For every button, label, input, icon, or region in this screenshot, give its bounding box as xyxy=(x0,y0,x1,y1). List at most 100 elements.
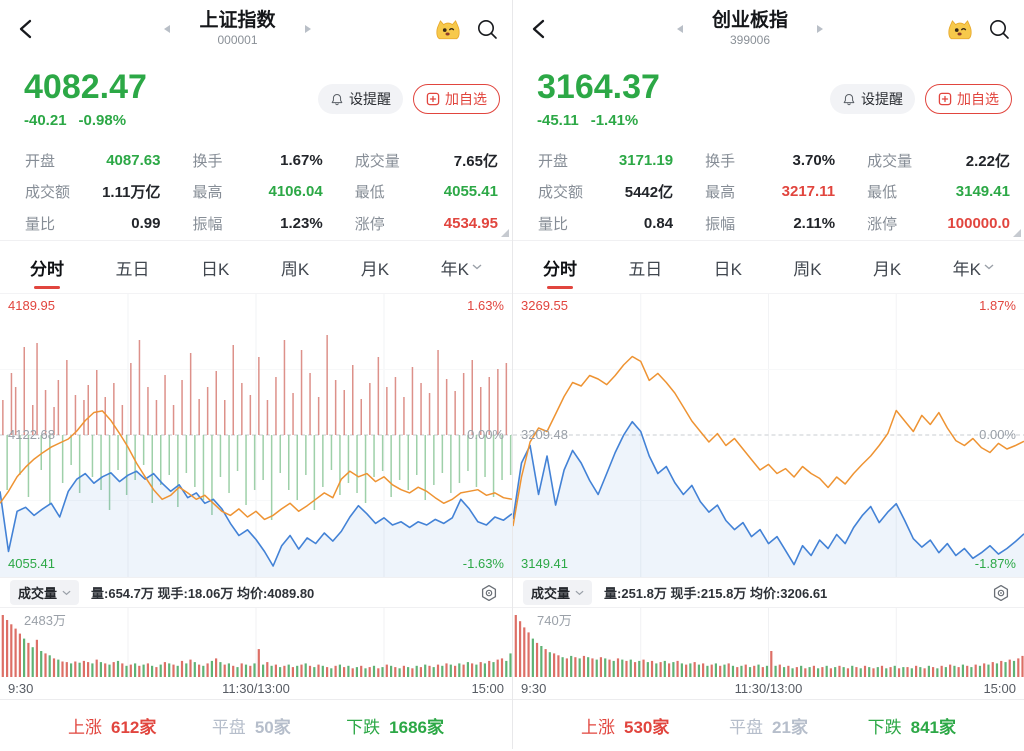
stock-code: 000001 xyxy=(217,32,258,47)
stat-amount: 成交额 1.11万亿 xyxy=(25,184,161,202)
intraday-chart-canvas xyxy=(0,294,512,577)
search-icon[interactable] xyxy=(476,18,498,40)
volume-max-label: 2483万 xyxy=(24,613,66,628)
advancers: 上涨 530家 xyxy=(581,718,670,737)
tab-weekly[interactable]: 周K xyxy=(793,259,822,279)
chevron-left-icon xyxy=(19,19,32,39)
next-stock-button[interactable] xyxy=(816,24,824,34)
volume-chart[interactable]: 2483万 xyxy=(0,608,512,678)
stat-volume-ratio: 量比 0.99 xyxy=(25,214,161,233)
period-tabs: 分时 五日 日K 周K 月K 年K xyxy=(513,240,1024,293)
unchanged: 平盘 21家 xyxy=(729,718,808,737)
settings-gear-icon[interactable] xyxy=(992,584,1010,602)
back-button[interactable] xyxy=(14,16,40,42)
stats-expand-triangle[interactable] xyxy=(1013,229,1021,237)
chevron-down-icon xyxy=(472,264,482,270)
volume-chart-canvas xyxy=(1,608,512,678)
page-title: 创业板指 xyxy=(711,9,788,31)
action-buttons: 设提醒 加自选 xyxy=(318,84,500,114)
set-alert-button[interactable]: 设提醒 xyxy=(830,84,915,114)
stat-amplitude: 振幅 1.23% xyxy=(192,214,323,233)
time-open: 9:30 xyxy=(521,681,547,696)
volume-indicator-row: 成交量 量:251.8万 现手:215.8万 均价:3206.61 xyxy=(513,577,1024,608)
tab-daily[interactable]: 日K xyxy=(713,259,742,279)
price-change: -40.21 -0.98% xyxy=(24,112,147,129)
tab-daily[interactable]: 日K xyxy=(201,259,230,279)
tab-monthly[interactable]: 月K xyxy=(360,259,390,279)
bell-icon xyxy=(331,93,343,105)
stat-turnover: 换手 3.70% xyxy=(705,152,836,170)
intraday-chart[interactable]: 3269.55 1.87% 3209.48 0.00% 3149.41 -1.8… xyxy=(513,293,1024,577)
panel-chinext-index: 创业板指 399006 3164.37 -45.11 -1.41% xyxy=(512,0,1024,749)
indicator-selector[interactable]: 成交量 xyxy=(523,580,593,605)
header-right xyxy=(947,17,1010,41)
tab-5day[interactable]: 五日 xyxy=(115,259,150,279)
plus-square-icon xyxy=(426,92,440,106)
volume-max-label: 740万 xyxy=(537,613,572,628)
change-percent: -1.41% xyxy=(590,111,639,129)
tab-yearly[interactable]: 年K xyxy=(953,255,994,280)
stats-expand-triangle[interactable] xyxy=(501,229,509,237)
stat-volume: 成交量 2.22亿 xyxy=(867,153,1010,170)
price-block: 3164.37 -45.11 -1.41% xyxy=(537,70,660,129)
stat-low: 最低 3149.41 xyxy=(867,183,1010,202)
time-close: 15:00 xyxy=(471,681,504,696)
price-row: 4082.47 -40.21 -0.98% 设提醒 加自选 xyxy=(0,58,512,140)
add-watchlist-label: 加自选 xyxy=(957,91,999,107)
stat-volume: 成交量 7.65亿 xyxy=(354,153,498,170)
time-axis: 9:30 11:30/13:00 15:00 xyxy=(0,678,512,699)
add-watchlist-button[interactable]: 加自选 xyxy=(925,84,1012,114)
price-change: -45.11 -1.41% xyxy=(537,112,660,129)
prev-stock-button[interactable] xyxy=(676,24,684,34)
chart-low-pct: -1.63% xyxy=(462,556,504,571)
header: 创业板指 399006 xyxy=(513,0,1024,58)
chart-high-pct: 1.87% xyxy=(979,298,1016,313)
intraday-chart[interactable]: 4189.95 1.63% 4122.68 0.00% 4055.41 -1.6… xyxy=(0,293,512,577)
chart-zero-pct: 0.00% xyxy=(979,427,1016,442)
volume-chart[interactable]: 740万 xyxy=(513,608,1024,678)
set-alert-button[interactable]: 设提醒 xyxy=(318,84,403,114)
tab-weekly[interactable]: 周K xyxy=(280,259,310,279)
set-alert-label: 设提醒 xyxy=(861,91,903,107)
volume-indicator-row: 成交量 量:654.7万 现手:18.06万 均价:4089.80 xyxy=(0,577,512,608)
chart-low-price: 3149.41 xyxy=(521,556,568,571)
next-stock-button[interactable] xyxy=(304,24,312,34)
panel-shanghai-index: 上证指数 000001 4082.47 -40.21 -0.98% xyxy=(0,0,512,749)
time-close: 15:00 xyxy=(983,681,1016,696)
stat-open: 开盘 4087.63 xyxy=(25,152,161,170)
back-button[interactable] xyxy=(527,16,553,42)
unchanged: 平盘 50家 xyxy=(211,718,291,737)
chart-zero-pct: 0.00% xyxy=(467,427,504,442)
bell-icon xyxy=(843,93,855,105)
search-icon[interactable] xyxy=(988,18,1010,40)
market-breadth: 上涨 530家 平盘 21家 下跌 841家 xyxy=(513,699,1024,751)
stat-turnover: 换手 1.67% xyxy=(192,152,323,170)
settings-gear-icon[interactable] xyxy=(480,584,498,602)
tab-monthly[interactable]: 月K xyxy=(872,259,902,279)
tab-minute[interactable]: 分时 xyxy=(543,255,577,280)
volume-chart-canvas xyxy=(514,608,1024,678)
volume-stats-text: 量:654.7万 现手:18.06万 均价:4089.80 xyxy=(91,586,315,601)
chart-high-pct: 1.63% xyxy=(467,298,504,313)
volume-stats-text: 量:251.8万 现手:215.8万 均价:3206.61 xyxy=(604,586,828,601)
tab-5day[interactable]: 五日 xyxy=(628,259,663,279)
time-axis: 9:30 11:30/13:00 15:00 xyxy=(513,678,1024,699)
add-watchlist-button[interactable]: 加自选 xyxy=(413,84,500,114)
time-open: 9:30 xyxy=(8,681,34,696)
mascot-icon[interactable] xyxy=(947,17,973,41)
chart-prevclose-price: 4122.68 xyxy=(8,427,55,442)
prev-stock-button[interactable] xyxy=(163,24,171,34)
title-block: 上证指数 000001 xyxy=(199,10,275,47)
indicator-selector[interactable]: 成交量 xyxy=(10,580,80,605)
tab-minute[interactable]: 分时 xyxy=(30,255,64,280)
chart-low-pct: -1.87% xyxy=(974,556,1016,571)
chart-low-price: 4055.41 xyxy=(8,556,55,571)
stat-amplitude: 振幅 2.11% xyxy=(705,214,836,233)
mascot-icon[interactable] xyxy=(435,17,461,41)
tab-yearly[interactable]: 年K xyxy=(441,255,482,280)
market-breadth: 上涨 612家 平盘 50家 下跌 1686家 xyxy=(0,699,512,751)
chevron-down-icon xyxy=(575,590,584,595)
price-block: 4082.47 -40.21 -0.98% xyxy=(24,70,147,129)
chevron-left-icon xyxy=(532,19,545,39)
stat-amount: 成交额 5442亿 xyxy=(538,184,674,202)
